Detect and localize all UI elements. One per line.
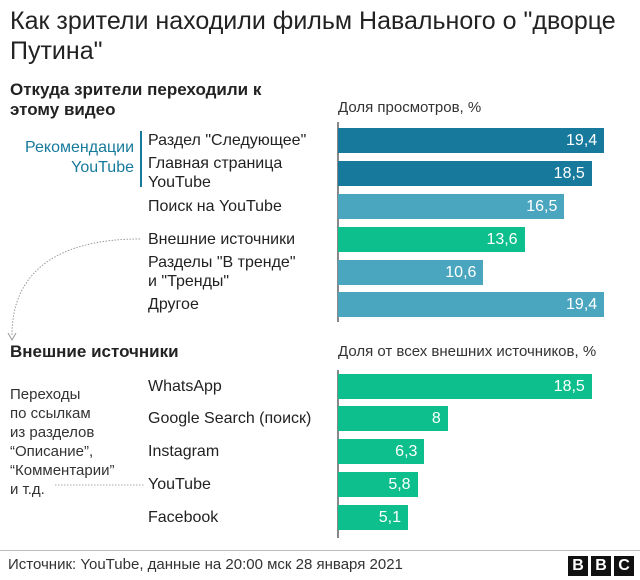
arrow-head-icon	[7, 332, 17, 342]
chart2-axis	[337, 370, 339, 538]
bar	[338, 160, 592, 186]
bar	[338, 291, 605, 317]
chart1-axis	[337, 122, 339, 322]
chart2-title: Внешние источники	[10, 342, 179, 361]
chart-title: Как зрители находили фильм Навального о …	[10, 7, 616, 65]
value-label: 5,8	[388, 475, 411, 493]
category-label-line: YouTube	[148, 174, 211, 191]
category-label-line: Разделы "В тренде"	[148, 254, 296, 271]
category-label: WhatsApp	[148, 377, 222, 396]
note-line: из разделов	[10, 424, 95, 441]
footer-divider	[0, 550, 640, 551]
note-line: и т.д.	[10, 481, 45, 498]
value-label: 10,6	[445, 263, 477, 281]
value-label: 8	[431, 409, 441, 427]
bar	[338, 259, 484, 285]
category-label: Внешние источники	[148, 230, 295, 249]
recommendations-bracket	[140, 131, 142, 187]
value-label: 18,5	[553, 377, 585, 395]
recommendations-annotation: Рекомендации YouTube	[8, 138, 134, 178]
category-label-line: Раздел "Следующее"	[148, 131, 307, 149]
bar	[338, 405, 448, 431]
bar	[338, 193, 565, 219]
chart1-xlabel: Доля просмотров, %	[338, 99, 482, 116]
bar	[338, 127, 605, 153]
chart1-title: Откуда зрители переходили к этому видео	[10, 80, 262, 119]
bar	[338, 471, 418, 497]
category-label-line: YouTube	[148, 475, 211, 493]
note-line: Переходы	[10, 386, 81, 403]
value-label: 19,4	[566, 295, 598, 313]
value-label: 19,4	[566, 131, 598, 149]
category-label-line: и "Тренды"	[148, 273, 230, 290]
category-label-line: Внешние источники	[148, 230, 296, 248]
category-label-line: Instagram	[148, 442, 220, 460]
chart2-xlabel: Доля от всех внешних источников, %	[338, 343, 597, 360]
category-label-line: Facebook	[148, 508, 219, 526]
category-label: Главная страница YouTube	[148, 154, 282, 192]
category-label: Раздел "Следующее"	[148, 131, 306, 150]
category-label: Google Search (поиск)	[148, 409, 311, 428]
value-label: 6,3	[395, 442, 418, 460]
value-label: 16,5	[526, 197, 558, 215]
category-label: Instagram	[148, 442, 219, 461]
category-label-line: Поиск на YouTube	[148, 197, 282, 215]
category-label: Разделы "В тренде" и "Тренды"	[148, 253, 296, 291]
category-label-line: Другое	[148, 295, 199, 313]
value-label: 13,6	[486, 230, 518, 248]
note-line: “Описание”,	[10, 443, 94, 460]
annotation-line: Рекомендации	[25, 139, 134, 156]
dotted-connector	[11, 238, 141, 336]
value-label: 18,5	[553, 164, 585, 182]
value-label: 5,1	[378, 508, 401, 526]
category-label: Поиск на YouTube	[148, 197, 282, 216]
category-label-line: Главная страница	[148, 155, 283, 172]
source-note: Источник: YouTube, данные на 20:00 мск 2…	[8, 556, 403, 573]
category-label-line: Google Search (поиск)	[148, 409, 312, 427]
category-label: YouTube	[148, 475, 211, 494]
bar	[338, 504, 408, 530]
bar	[338, 373, 592, 399]
bar	[338, 438, 425, 464]
annotation-line: YouTube	[71, 159, 134, 176]
category-label: Facebook	[148, 508, 218, 527]
external-note: Переходы по ссылкам из разделов “Описани…	[10, 385, 114, 499]
note-line: по ссылкам	[10, 405, 91, 422]
bar	[338, 226, 525, 252]
category-label: Другое	[148, 295, 199, 314]
note-line: “Комментарии”	[10, 462, 115, 479]
category-label-line: WhatsApp	[148, 377, 222, 395]
